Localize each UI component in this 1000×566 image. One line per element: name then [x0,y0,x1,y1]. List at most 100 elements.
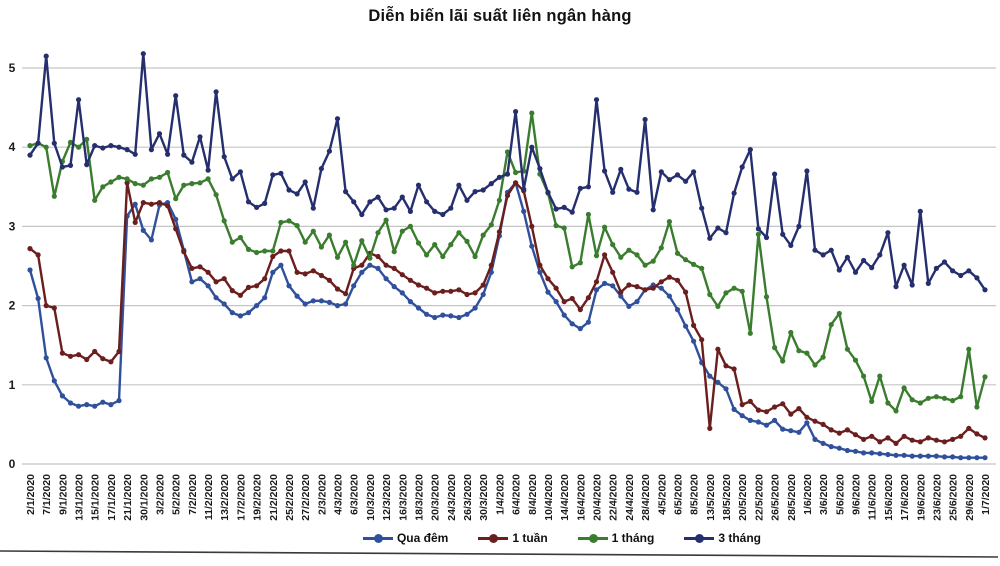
data-point [326,232,332,238]
data-point [67,353,74,359]
data-point [407,223,413,229]
data-point [165,151,171,157]
x-tick-label: 9/6/2020 [851,474,863,515]
legend-label: 1 tháng [611,531,655,545]
data-point [941,395,948,401]
data-point [326,277,332,283]
data-point [383,217,389,223]
data-point [359,211,365,218]
x-tick-label: 1/6/2020 [802,474,814,515]
data-point [966,425,972,431]
data-point [221,301,227,307]
data-point [488,181,494,187]
data-point [173,226,179,232]
legend-label: 3 tháng [718,531,762,545]
data-point [950,398,956,404]
data-point [747,147,753,153]
data-point [432,290,438,296]
data-point [391,265,397,271]
data-point [43,53,49,59]
data-point [262,248,268,254]
data-point [156,131,163,137]
data-point [35,295,41,302]
x-tick-label: 8/5/2020 [689,474,701,515]
data-point [877,252,883,258]
legend-line-dot-icon [478,533,509,543]
data-point [254,303,260,309]
data-point [666,293,673,299]
data-point [67,400,74,406]
data-point [286,187,292,193]
x-tick-label: 18/3/2020 [413,474,425,521]
data-point [116,348,122,355]
data-point [116,144,122,150]
data-point [84,402,90,408]
x-tick-label: 3/6/2020 [818,474,830,515]
data-point [780,426,786,432]
x-tick-label: 1/4/2020 [494,474,506,515]
data-point [294,223,300,229]
data-point [650,207,656,213]
series-qua-đem [27,180,988,461]
data-point [92,348,98,355]
legend-label: Qua đêm [396,531,449,545]
data-point [958,455,964,461]
data-point [691,169,697,175]
data-point [731,285,737,291]
data-point [27,152,33,158]
data-point [140,227,146,233]
data-point [658,285,664,291]
data-point [796,429,802,435]
x-tick-label: 6/3/2020 [349,474,361,515]
data-point [626,186,632,192]
x-tick-label: 1/7/2020 [980,474,992,515]
data-point [626,303,632,309]
data-point [553,223,559,229]
data-point [796,348,802,354]
data-point [569,295,575,302]
x-tick-label: 11/6/2020 [867,474,879,520]
data-point [909,282,915,288]
data-point [189,159,195,165]
legend: Qua đêm 1 tuần 1 tháng 3 tháng [62,531,1000,545]
data-point [286,218,292,224]
data-point [43,303,49,309]
data-point [674,307,681,313]
data-point [440,253,446,260]
data-point [108,402,114,408]
data-point [683,257,689,263]
data-point [545,276,551,282]
data-point [917,400,923,406]
data-point [351,262,357,268]
data-point [124,180,130,186]
data-point [278,248,284,254]
data-point [424,285,430,291]
data-point [100,399,106,405]
data-point [165,169,171,176]
data-point [173,216,179,222]
data-point [650,258,656,264]
data-point [634,252,640,258]
data-point [67,139,74,145]
data-point [415,240,422,246]
data-point [739,413,745,419]
data-point [399,272,405,278]
data-point [76,352,82,358]
data-point [132,219,138,225]
data-point [602,252,608,258]
data-point [278,262,284,268]
x-tick-label: 25/2/2020 [284,474,296,521]
data-point [852,269,859,275]
data-point [893,408,899,414]
data-point [496,174,502,180]
data-point [197,276,203,282]
data-point [294,293,300,299]
data-point [464,197,470,203]
data-point [844,346,851,352]
data-point [885,451,891,458]
data-point [456,287,462,293]
data-point [674,250,681,256]
data-point [92,403,98,409]
data-point [181,152,187,158]
data-point [780,231,786,237]
